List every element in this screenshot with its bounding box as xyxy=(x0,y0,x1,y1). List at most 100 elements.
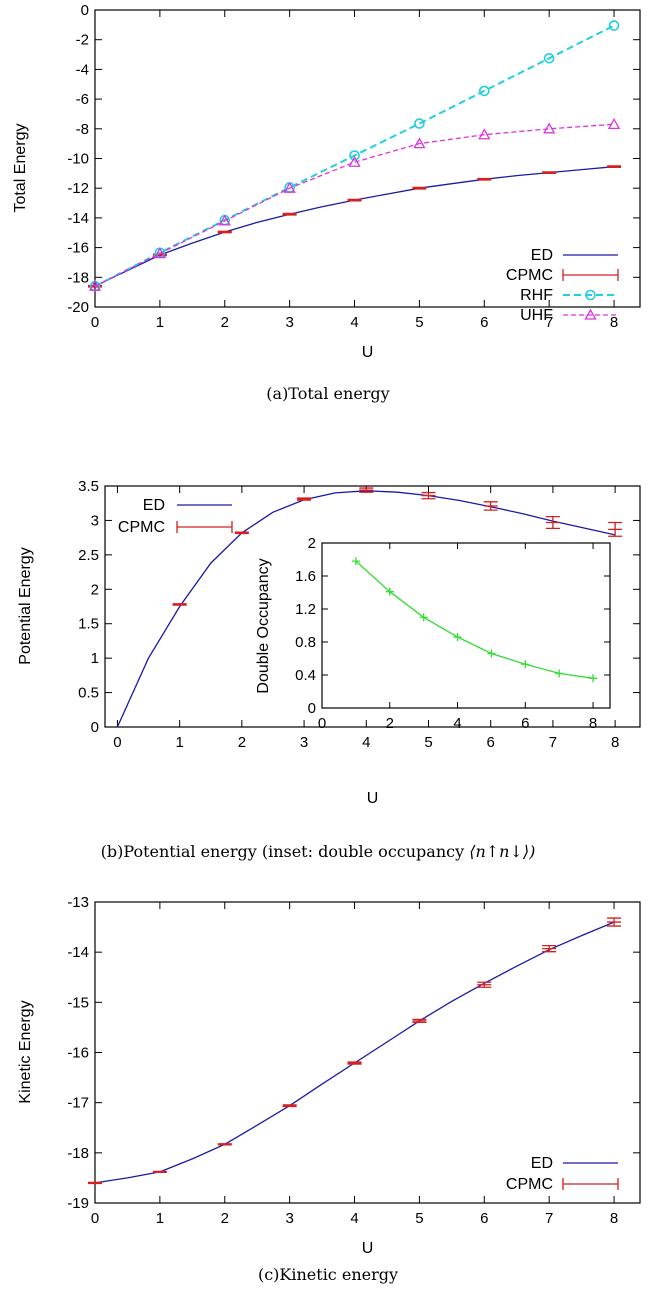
series-ed xyxy=(94,921,615,1184)
errorbar-point xyxy=(421,491,436,500)
data-point xyxy=(543,122,556,134)
x-tick-label: 5 xyxy=(424,734,432,751)
errorbar-point xyxy=(359,487,374,493)
x-tick-label: 0 xyxy=(318,715,326,732)
y-tick-label: 1.6 xyxy=(295,568,316,585)
errorbar-point xyxy=(217,1143,232,1146)
y-axis-label: Total Energy xyxy=(12,124,29,213)
y-tick-label: 0.4 xyxy=(295,667,316,684)
errorbar-point xyxy=(477,177,492,181)
x-tick-label: 3 xyxy=(285,314,293,331)
series-line xyxy=(94,921,615,1184)
chart-kinetic: 0 1 2 3 4 5 6 7 8 -19 -18 -17 -16 -15 -14 -13 U Kinetic E… xyxy=(17,894,641,1257)
data-point xyxy=(419,613,428,622)
caption-potential-math: ⟨n↑n↓⟩) xyxy=(469,842,535,861)
legend-swatch xyxy=(562,269,619,281)
errorbar-point xyxy=(545,515,560,529)
data-point xyxy=(414,118,425,129)
x-tick-label: 2 xyxy=(221,314,229,331)
errorbar-point xyxy=(483,501,498,511)
legend-label: ED xyxy=(531,1155,553,1172)
data-point xyxy=(218,214,231,226)
x-tick-label: 8 xyxy=(610,314,618,331)
y-tick-label: 0 xyxy=(308,700,316,717)
errorbar-point xyxy=(412,186,427,190)
x-tick-label: 2 xyxy=(386,715,394,732)
y-tick-label: -16 xyxy=(67,1045,89,1062)
y-tick-label: -13 xyxy=(67,894,89,911)
y-tick-label: 0.8 xyxy=(295,634,316,651)
errorbar-point xyxy=(152,253,167,257)
x-tick-label: 2 xyxy=(221,1210,229,1227)
data-point xyxy=(589,674,598,683)
legend-swatch xyxy=(176,521,233,533)
x-tick-label: 6 xyxy=(480,314,488,331)
inset-background xyxy=(322,543,610,708)
errorbar-point xyxy=(608,521,623,537)
y-tick-label: -12 xyxy=(67,180,89,197)
errorbar-point xyxy=(282,1104,297,1108)
data-point xyxy=(153,247,166,259)
y-tick-label: -4 xyxy=(76,61,89,78)
y-tick-label: -14 xyxy=(67,944,89,961)
x-tick-label: 0 xyxy=(91,314,99,331)
y-axis-label: Double Occupancy xyxy=(255,558,272,693)
data-point xyxy=(607,118,621,129)
legend-label: UHF xyxy=(520,307,553,324)
legend-label: RHF xyxy=(520,287,553,304)
plot-frame xyxy=(104,485,641,728)
legend-swatch xyxy=(562,1178,619,1190)
legend-label: CPMC xyxy=(506,267,553,284)
x-tick-label: 0 xyxy=(113,734,121,751)
errorbar-point xyxy=(477,981,492,988)
data-point xyxy=(487,649,496,658)
errorbar-point xyxy=(347,198,362,202)
x-tick-label: 4 xyxy=(350,1210,358,1227)
plot-frame xyxy=(321,542,611,709)
legend-label: ED xyxy=(143,497,165,514)
errorbar-point xyxy=(542,171,557,174)
chart-inset: 0 2 4 6 8 0 0.4 0.8 1.2 1.6 2 Double Occupancy xyxy=(255,535,611,732)
legend: ED CPMC RHF UHF xyxy=(506,247,619,324)
x-tick-label: 2 xyxy=(238,734,246,751)
y-tick-label: -20 xyxy=(67,299,89,316)
errorbar-point xyxy=(412,1018,427,1024)
x-tick-label: 1 xyxy=(156,314,164,331)
x-axis-label: U xyxy=(367,790,379,807)
x-tick-label: 4 xyxy=(453,715,461,732)
y-tick-label: -2 xyxy=(76,32,89,49)
y-tick-label: 1.2 xyxy=(295,601,316,618)
x-tick-label: 5 xyxy=(415,314,423,331)
y-tick-label: -10 xyxy=(67,151,89,168)
series-cpmc xyxy=(172,487,623,606)
y-tick-label: -14 xyxy=(67,210,89,227)
errorbar-point xyxy=(217,230,232,234)
x-tick-label: 6 xyxy=(480,1210,488,1227)
x-tick-label: 3 xyxy=(300,734,308,751)
x-axis-label: U xyxy=(362,344,374,361)
legend-label: ED xyxy=(531,247,553,264)
data-point xyxy=(283,181,296,193)
x-tick-label: 3 xyxy=(285,1210,293,1227)
x-tick-label: 7 xyxy=(545,1210,553,1227)
data-point xyxy=(413,137,426,149)
y-tick-label: 0.5 xyxy=(78,685,99,702)
x-tick-label: 8 xyxy=(589,715,597,732)
errorbar-point xyxy=(152,1170,167,1174)
errorbar-point xyxy=(172,603,187,606)
data-point xyxy=(608,20,620,31)
series-cpmc xyxy=(88,165,622,288)
data-point xyxy=(349,150,360,161)
y-tick-label: -16 xyxy=(67,240,89,257)
errorbar-point xyxy=(297,497,312,501)
series-cpmc xyxy=(88,917,622,1185)
data-point xyxy=(478,85,490,97)
data-point xyxy=(348,155,361,167)
x-axis-label: U xyxy=(362,1240,374,1257)
x-tick-label: 1 xyxy=(156,1210,164,1227)
y-tick-label: 3 xyxy=(91,512,99,529)
data-point xyxy=(555,669,564,678)
data-point xyxy=(351,557,360,566)
y-tick-label: -15 xyxy=(67,994,89,1011)
y-tick-label: -17 xyxy=(67,1095,89,1112)
